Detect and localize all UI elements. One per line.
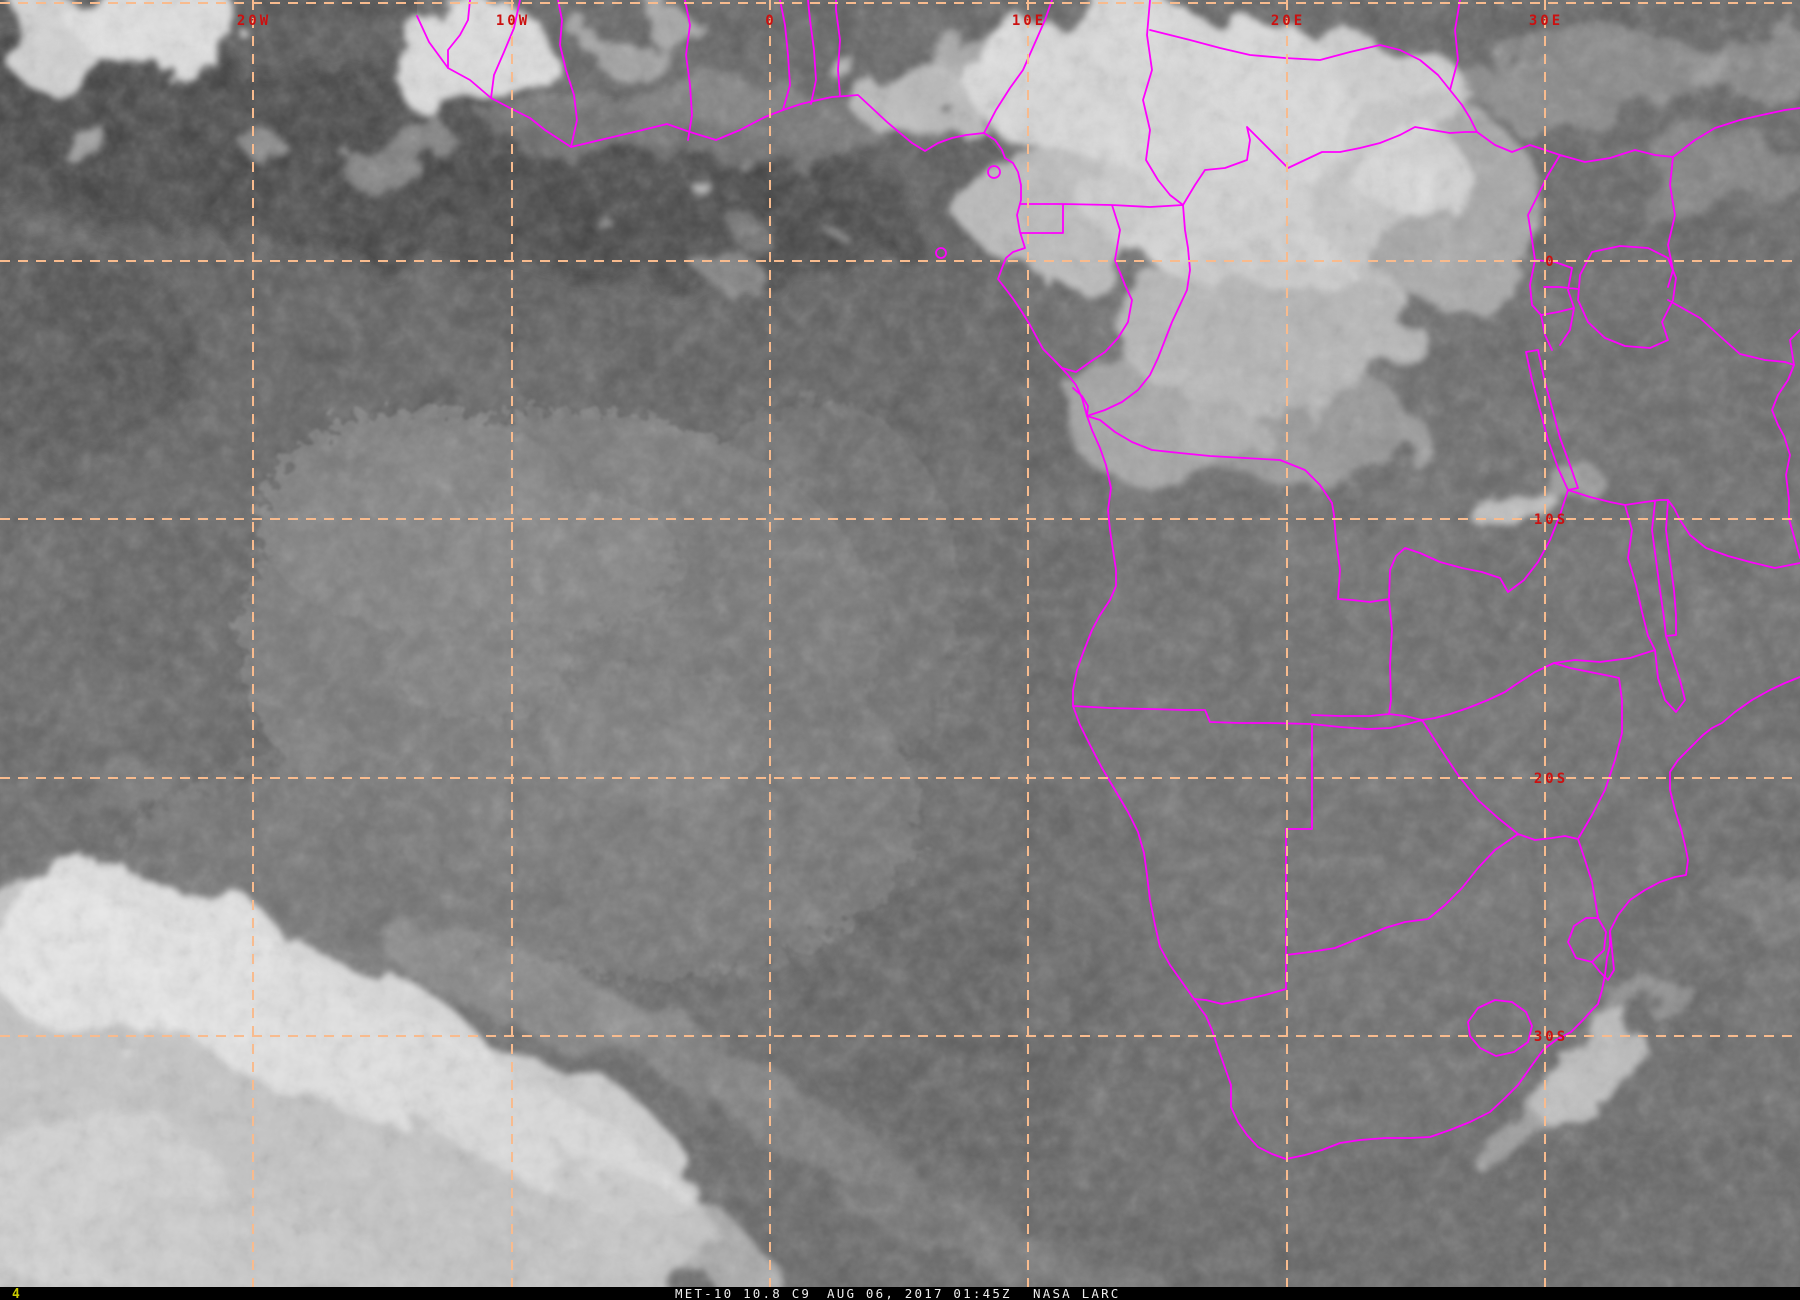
central-africa-borders [1020,0,1478,417]
coastline-path [416,15,1800,1160]
meridian-label-30E: 30E [1529,13,1563,29]
east-coast-path [1771,329,1800,559]
parallel-label-20S: 20S [1534,771,1568,787]
parallel-label-10S: 10S [1534,512,1568,528]
lesotho-border [1467,999,1533,1057]
status-datetime: AUG 06, 2017 01:45Z [827,1286,1012,1300]
west-africa-borders [447,0,1053,148]
meridian-label-20W: 20W [237,13,271,29]
frame-number: 4 [12,1287,20,1300]
bioko-island-outline [987,165,1001,179]
status-bar-background [0,1287,1800,1300]
meridian-label-20E: 20E [1271,13,1305,29]
sao-tome-island-outline [935,247,947,259]
status-bar: MET-10 10.8 C9 AUG 06, 2017 01:45Z NASA … [0,1286,1800,1300]
parallel-label-0: 0 [1545,254,1556,270]
southern-africa-borders [1072,415,1686,1005]
latlon-grid-labels: 20W 10W 0 10E 20E 30E 0 10S 20S 30S [237,13,1568,1045]
meridian-label-10E: 10E [1012,13,1046,29]
country-borders-overlay [416,0,1800,1160]
meridian-label-0: 0 [765,13,776,29]
parallel-label-30S: 30S [1534,1029,1568,1045]
status-credit: NASA LARC [1033,1286,1121,1300]
status-satellite-channel: MET-10 10.8 C9 [675,1286,811,1300]
meridian-label-10W: 10W [496,13,530,29]
